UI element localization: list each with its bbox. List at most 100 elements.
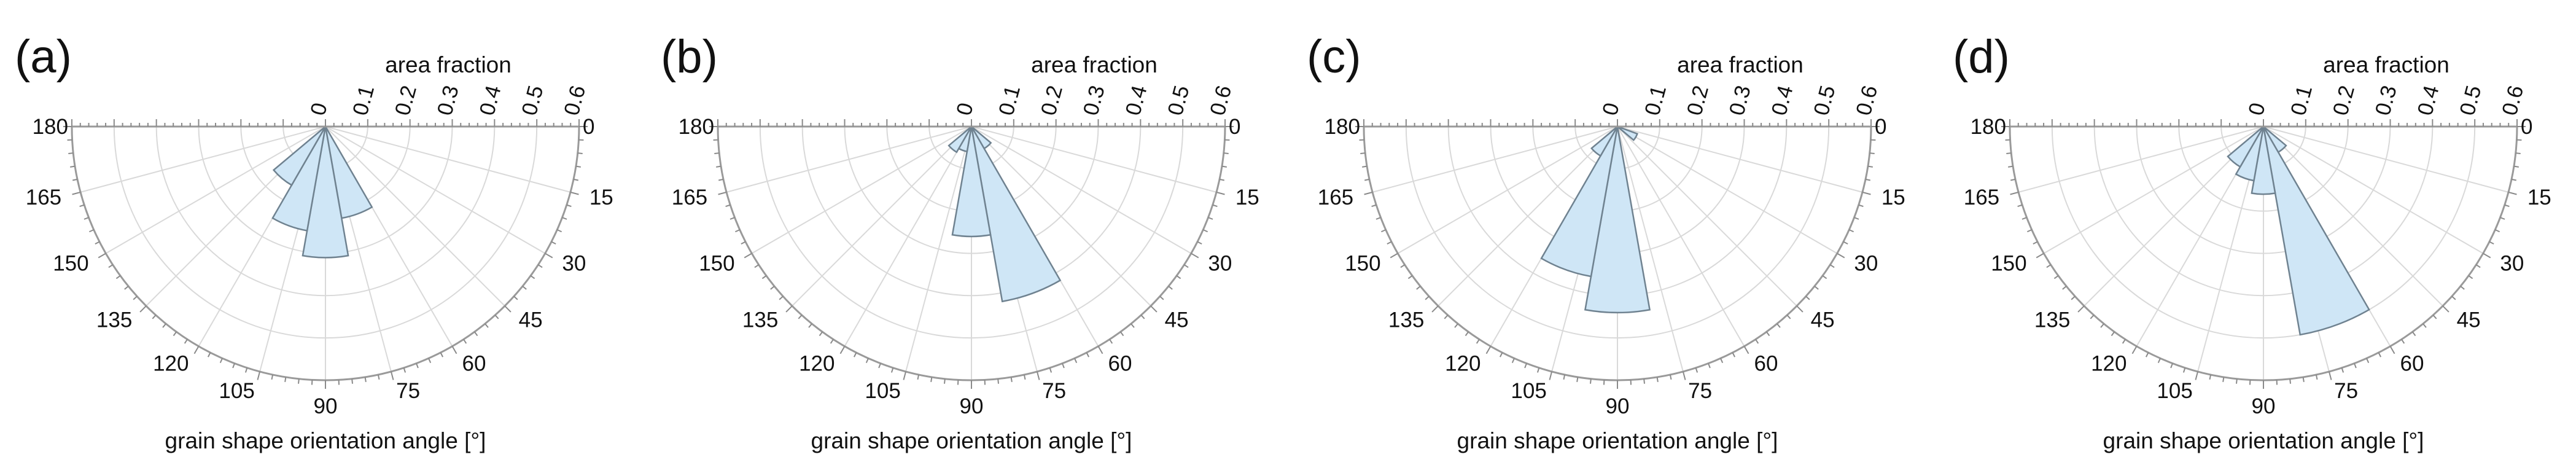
radial-tick-label: 0.5 (1809, 83, 1840, 118)
angle-tick-mark (1837, 252, 1845, 259)
angle-tick-mark (741, 241, 746, 245)
angle-tick-mark (943, 378, 946, 384)
rose-bar (951, 126, 992, 238)
angular-grid-spoke (2263, 126, 2443, 307)
angle-tick-mark (1549, 371, 1553, 380)
radial-tick-label: 0.6 (1205, 83, 1236, 118)
angle-tick-mark (1829, 264, 1835, 268)
angle-tick-mark (2182, 367, 2186, 373)
radial-tick-label: 0.6 (2497, 83, 2528, 118)
angle-tick-mark (1854, 217, 1859, 220)
angle-tick-mark (1865, 178, 1871, 181)
angle-tick-mark (68, 152, 74, 155)
angle-tick-mark (2513, 165, 2519, 168)
radial-tick-label: 0.2 (391, 83, 421, 118)
angle-tick-label: 0 (2521, 115, 2532, 139)
angle-tick-mark (537, 264, 543, 268)
radial-tick-label: 0.2 (2329, 83, 2359, 118)
angle-tick-mark (1364, 191, 1373, 195)
angle-tick-mark (1499, 352, 1503, 358)
angle-tick-label: 150 (699, 252, 734, 276)
angle-tick-label: 60 (1108, 351, 1132, 375)
angle-tick-mark (798, 315, 803, 319)
angle-tick-label: 75 (2334, 379, 2358, 403)
radial-tick-label: 0.3 (1725, 83, 1756, 118)
angle-tick-mark (2302, 377, 2305, 382)
angle-tick-mark (84, 217, 89, 220)
angular-axis-title: grain shape orientation angle [°] (2103, 428, 2424, 453)
angle-tick-label: 15 (2527, 186, 2551, 209)
angle-tick-mark (577, 152, 583, 155)
angle-tick-mark (2071, 295, 2076, 300)
angle-tick-mark (403, 367, 407, 373)
radial-axis-title: area fraction (2323, 52, 2450, 77)
angle-tick-mark (1216, 191, 1225, 195)
angle-tick-mark (2508, 191, 2517, 195)
angle-tick-label: 165 (26, 186, 61, 209)
angle-tick-label: 135 (1388, 308, 1424, 332)
angle-tick-mark (1576, 377, 1579, 382)
angular-grid-spoke (971, 126, 1192, 254)
rose-bar (2251, 126, 2276, 195)
angle-tick-mark (2006, 152, 2012, 155)
rose-bar (970, 126, 1062, 303)
angle-tick-mark (1425, 295, 1430, 300)
angle-tick-mark (139, 305, 147, 313)
radial-tick-label: 0.1 (348, 83, 379, 118)
angle-tick-mark (440, 352, 444, 358)
angle-tick-mark (1669, 374, 1672, 380)
angle-tick-mark (716, 165, 722, 168)
angle-tick-label: 90 (960, 394, 984, 418)
angle-tick-mark (2366, 358, 2370, 364)
angle-tick-mark (2489, 241, 2494, 245)
angle-tick-mark (2432, 315, 2437, 319)
angle-tick-mark (1843, 241, 1848, 245)
angle-tick-label: 120 (153, 351, 189, 375)
angle-tick-mark (2500, 217, 2505, 220)
angle-tick-mark (184, 338, 188, 344)
angular-grid-spoke (1397, 126, 1618, 254)
angle-tick-label: 30 (562, 252, 586, 276)
rose-bar (1617, 125, 1638, 141)
angle-tick-label: 150 (53, 252, 88, 276)
angle-tick-mark (714, 152, 720, 155)
angle-tick-mark (1465, 331, 1469, 337)
radial-tick-label: 0 (1598, 100, 1624, 118)
angle-tick-mark (2111, 331, 2115, 337)
angle-tick-mark (1485, 346, 1492, 354)
angle-tick-mark (2411, 331, 2416, 337)
angle-tick-label: 105 (1511, 379, 1546, 403)
angle-tick-mark (1036, 371, 1040, 380)
angular-grid-spoke (1617, 126, 1745, 347)
angle-tick-label: 180 (33, 115, 68, 139)
angle-tick-mark (2010, 191, 2019, 195)
angular-grid-spoke (1438, 126, 1618, 307)
radial-tick-label: 0.2 (1683, 83, 1713, 118)
angular-grid-spoke (325, 126, 546, 254)
angle-tick-mark (1197, 241, 1202, 245)
angle-tick-mark (428, 358, 432, 364)
radial-tick-label: 0.6 (559, 83, 590, 118)
angular-grid-spoke (325, 126, 571, 193)
angle-tick-mark (1743, 346, 1749, 354)
chart-panel: 0 0.1 0.2 0.3 0.4 0.5 0.6 0 15 30 45 60 75 90 105 120 13… (0, 0, 644, 473)
angle-tick-mark (484, 323, 489, 328)
angle-tick-mark (2008, 165, 2014, 168)
angle-tick-label: 135 (742, 308, 778, 332)
angle-tick-mark (1858, 204, 1864, 208)
angle-tick-mark (173, 331, 177, 337)
rose-bar (1590, 126, 1619, 157)
radial-tick-label: 0.3 (1079, 83, 1110, 118)
angle-tick-mark (890, 367, 894, 373)
angle-tick-mark (1848, 229, 1854, 233)
angle-tick-mark (1796, 305, 1804, 313)
angle-tick-mark (1380, 229, 1387, 233)
angle-tick-mark (1776, 323, 1781, 328)
radial-tick-label: 0.4 (475, 83, 505, 118)
radial-tick-label: 0.5 (1163, 83, 1194, 118)
angle-tick-mark (1360, 152, 1366, 155)
angle-tick-label: 135 (2034, 308, 2070, 332)
angle-tick-mark (494, 315, 499, 319)
radial-tick-label: 0.4 (1121, 83, 1151, 118)
